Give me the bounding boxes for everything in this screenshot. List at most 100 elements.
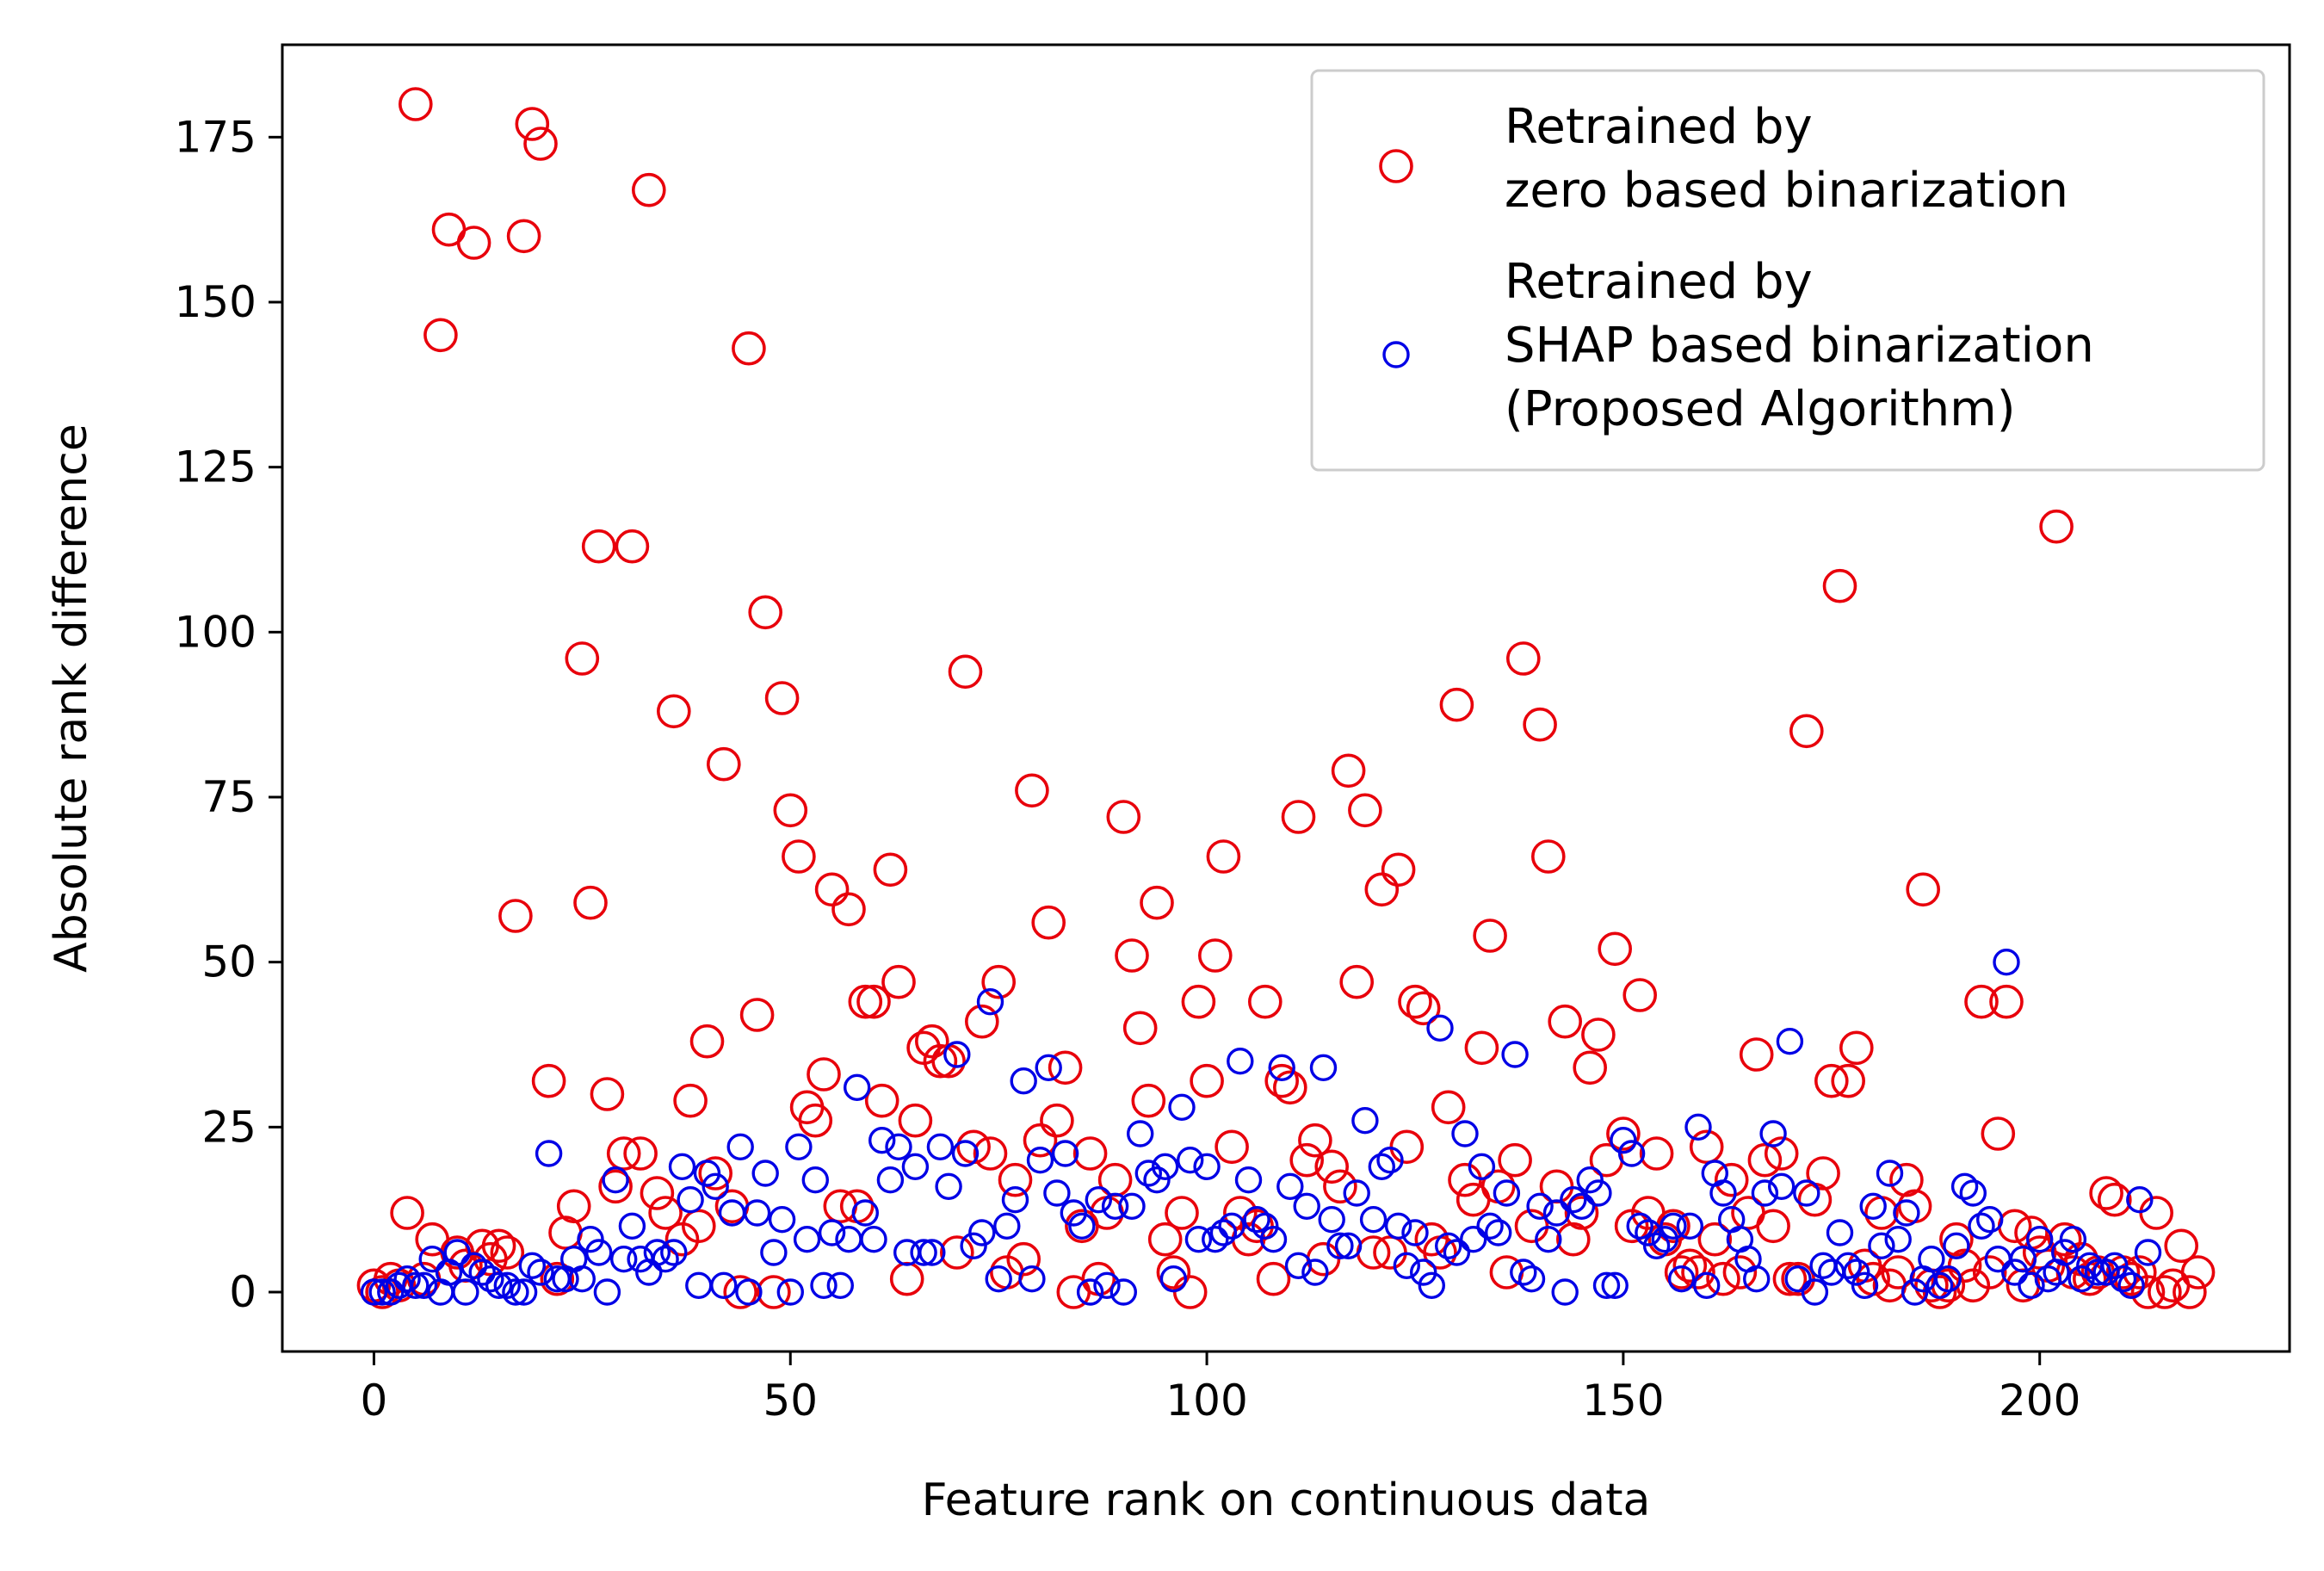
data-point bbox=[1793, 1179, 1820, 1207]
data-point bbox=[1298, 1123, 1332, 1158]
data-point bbox=[2130, 1275, 2166, 1309]
data-point bbox=[502, 1278, 529, 1306]
data-point bbox=[418, 1245, 446, 1273]
data-point bbox=[1398, 984, 1432, 1019]
data-point bbox=[698, 1156, 733, 1191]
data-point bbox=[1934, 1265, 1962, 1293]
data-point bbox=[602, 1166, 629, 1194]
data-point bbox=[1122, 1011, 1158, 1046]
y-tick-label: 175 bbox=[175, 112, 257, 162]
data-point bbox=[1709, 1179, 1737, 1207]
data-point bbox=[1384, 1212, 1412, 1240]
data-point bbox=[540, 1261, 575, 1296]
data-point bbox=[681, 1209, 716, 1244]
data-point bbox=[1406, 991, 1441, 1026]
data-point bbox=[1023, 1123, 1058, 1158]
data-point bbox=[410, 1271, 438, 1300]
data-point bbox=[631, 172, 666, 207]
data-point bbox=[1368, 1153, 1396, 1181]
data-point bbox=[940, 1235, 974, 1270]
data-point bbox=[615, 529, 650, 564]
data-point bbox=[1276, 1172, 1304, 1201]
data-point bbox=[1801, 1278, 1829, 1306]
y-tick-label: 125 bbox=[175, 442, 257, 492]
data-point bbox=[527, 1259, 554, 1286]
data-point bbox=[610, 1245, 638, 1273]
data-point bbox=[1706, 1261, 1740, 1296]
data-point bbox=[1131, 1083, 1166, 1118]
data-point bbox=[2089, 1176, 2123, 1210]
data-point bbox=[2018, 1271, 2045, 1300]
data-point bbox=[1243, 1205, 1270, 1234]
data-point bbox=[1784, 1265, 1812, 1293]
data-point bbox=[1772, 1261, 1808, 1296]
legend-box bbox=[1310, 69, 2265, 472]
data-point bbox=[1684, 1113, 1712, 1141]
data-point bbox=[785, 1133, 813, 1161]
x-tick-label: 0 bbox=[361, 1376, 388, 1426]
data-point bbox=[1006, 1241, 1041, 1277]
data-point bbox=[1168, 1093, 1196, 1122]
data-point bbox=[593, 1278, 621, 1306]
data-point bbox=[2134, 1239, 2162, 1266]
data-point bbox=[1181, 984, 1216, 1019]
data-point bbox=[2098, 1182, 2132, 1217]
data-point bbox=[640, 1176, 675, 1210]
data-point bbox=[656, 694, 691, 729]
data-point bbox=[1309, 1054, 1338, 1082]
data-point bbox=[1697, 1222, 1733, 1257]
data-point bbox=[1531, 839, 1566, 874]
data-point bbox=[1334, 1232, 1363, 1260]
data-point bbox=[1964, 984, 1999, 1019]
data-point bbox=[1359, 1205, 1388, 1234]
data-point bbox=[1598, 931, 1632, 967]
data-point bbox=[1093, 1271, 1121, 1300]
data-point bbox=[1868, 1232, 1895, 1260]
data-point bbox=[710, 1271, 738, 1300]
data-point bbox=[876, 1166, 905, 1194]
data-point bbox=[976, 987, 1004, 1016]
data-point bbox=[443, 1239, 471, 1266]
data-point bbox=[1501, 1041, 1529, 1068]
data-point bbox=[965, 1004, 999, 1039]
data-point bbox=[1739, 1037, 1774, 1072]
data-point bbox=[1592, 1271, 1621, 1300]
data-point bbox=[510, 1278, 538, 1306]
data-point bbox=[826, 1271, 854, 1300]
data-point bbox=[1176, 1146, 1204, 1174]
axes: 0 50 100 150 200 0 25 50 75 100 125 150 175 bbox=[175, 112, 2081, 1426]
data-point bbox=[1015, 773, 1049, 808]
data-point bbox=[1206, 839, 1241, 874]
data-point bbox=[1193, 1153, 1221, 1181]
data-point bbox=[1617, 1140, 1646, 1167]
data-point bbox=[1048, 1050, 1083, 1085]
legend-label: (Proposed Algorithm) bbox=[1505, 381, 2016, 437]
data-point bbox=[1901, 1278, 1929, 1306]
data-point bbox=[2059, 1225, 2087, 1253]
data-point bbox=[1202, 1225, 1229, 1253]
y-tick-label: 100 bbox=[175, 607, 257, 657]
data-point bbox=[460, 1252, 488, 1280]
data-point bbox=[493, 1271, 521, 1300]
data-point bbox=[773, 793, 808, 828]
data-point bbox=[1601, 1271, 1629, 1300]
data-point bbox=[1109, 1278, 1138, 1306]
data-point bbox=[1851, 1271, 1879, 1300]
data-point bbox=[1651, 1225, 1679, 1253]
data-point bbox=[935, 1172, 962, 1201]
data-point bbox=[923, 1043, 958, 1079]
data-point bbox=[1468, 1153, 1496, 1181]
data-point bbox=[1939, 1222, 1974, 1257]
data-point bbox=[702, 1172, 729, 1201]
data-point bbox=[860, 1225, 887, 1253]
data-point bbox=[1043, 1179, 1071, 1207]
data-point bbox=[1626, 1212, 1653, 1240]
data-point bbox=[1115, 938, 1149, 973]
data-point bbox=[456, 226, 491, 260]
data-point bbox=[2025, 1225, 2054, 1253]
data-point bbox=[1610, 1126, 1637, 1154]
data-point bbox=[807, 1057, 841, 1092]
data-point bbox=[1639, 1136, 1674, 1171]
data-point bbox=[1510, 1259, 1537, 1286]
